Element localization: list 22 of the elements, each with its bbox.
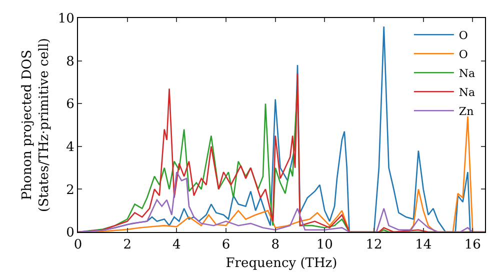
y-tick-label: 0 [66, 226, 74, 241]
x-tick-label: 12 [366, 238, 382, 253]
x-axis-title: Frequency (THz) [226, 256, 338, 272]
x-tick-label: 2 [123, 238, 132, 253]
y-tick-label: 10 [58, 12, 74, 27]
legend-label: O [458, 48, 468, 61]
x-tick-label: 16 [464, 238, 481, 253]
y-tick-label: 6 [66, 97, 74, 112]
y-tick-label: 2 [66, 182, 74, 198]
legend-label: Na [458, 66, 476, 80]
legend-label: Na [458, 86, 476, 99]
x-tick-label: 6 [222, 238, 230, 253]
y-axis-title: Phonon projected DOS (States/THz·primitive cell) [20, 38, 52, 212]
x-tick-label: 8 [271, 238, 280, 253]
y-tick-label: 4 [66, 140, 74, 155]
x-tick-label: 10 [316, 238, 333, 253]
legend-label: Zn [458, 104, 474, 118]
legend-label: O [458, 28, 468, 42]
x-tick-label: 14 [415, 238, 432, 253]
x-tick-label: 4 [172, 238, 181, 253]
y-tick-label: 8 [66, 54, 74, 70]
line-series [78, 171, 485, 232]
